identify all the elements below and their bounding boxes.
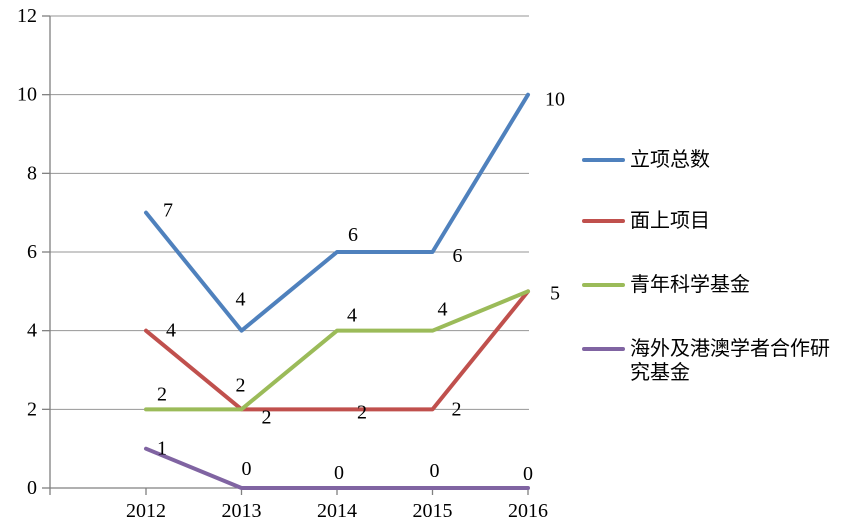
legend-item: 面上项目 <box>582 209 836 233</box>
series-line-3 <box>144 446 530 490</box>
legend-swatch-line <box>582 347 625 351</box>
x-axis-category-label: 2013 <box>222 500 262 522</box>
data-label: 6 <box>348 224 358 246</box>
data-label: 0 <box>334 462 344 484</box>
y-axis-tick-label: 4 <box>27 320 37 342</box>
x-axis-category-label: 2015 <box>413 500 453 522</box>
x-axis-category-label: 2016 <box>508 500 548 522</box>
legend-label: 海外及港澳学者合作研究基金 <box>630 338 830 384</box>
data-label: 1 <box>157 438 167 460</box>
data-label: 0 <box>242 458 252 480</box>
data-label: 2 <box>452 398 462 420</box>
y-axis-tick-label: 0 <box>27 477 37 499</box>
data-label: 6 <box>453 245 463 267</box>
data-label: 5 <box>550 282 560 304</box>
y-axis-tick-label: 2 <box>27 398 37 420</box>
legend-item: 青年科学基金 <box>582 273 836 297</box>
data-label: 2 <box>236 374 246 396</box>
legend-item: 立项总数 <box>582 148 836 172</box>
legend: 立项总数 面上项目 青年科学基金 海外及港澳学者合作研究基金 <box>582 0 857 531</box>
data-label: 4 <box>438 299 448 321</box>
data-label: 0 <box>523 463 533 485</box>
y-axis-tick-label: 6 <box>27 241 37 263</box>
y-axis-tick-label: 8 <box>27 162 37 184</box>
legend-swatch-line <box>582 283 625 287</box>
series-line-2 <box>144 289 530 412</box>
gridlines <box>50 15 529 410</box>
legend-item: 海外及港澳学者合作研究基金 <box>582 337 836 385</box>
legend-swatch-line <box>582 158 625 162</box>
y-axis-tick-label: 12 <box>17 5 37 27</box>
legend-label: 青年科学基金 <box>630 274 750 296</box>
series-line-0 <box>144 92 530 333</box>
data-label: 4 <box>347 305 357 327</box>
y-axis-tick-label: 10 <box>17 84 37 106</box>
x-axis-category-label: 2014 <box>317 500 357 522</box>
x-axis-category-label: 2012 <box>126 500 166 522</box>
data-label: 7 <box>163 200 173 222</box>
legend-label: 面上项目 <box>630 210 710 232</box>
data-label: 0 <box>430 460 440 482</box>
data-label: 2 <box>262 406 272 428</box>
data-label: 2 <box>157 383 167 405</box>
legend-label: 立项总数 <box>630 149 710 171</box>
data-label: 10 <box>545 89 565 111</box>
data-label: 4 <box>166 320 176 342</box>
data-label: 2 <box>357 401 367 423</box>
data-label: 4 <box>236 289 246 311</box>
series-line-1 <box>144 289 530 412</box>
legend-swatch-line <box>582 219 625 223</box>
